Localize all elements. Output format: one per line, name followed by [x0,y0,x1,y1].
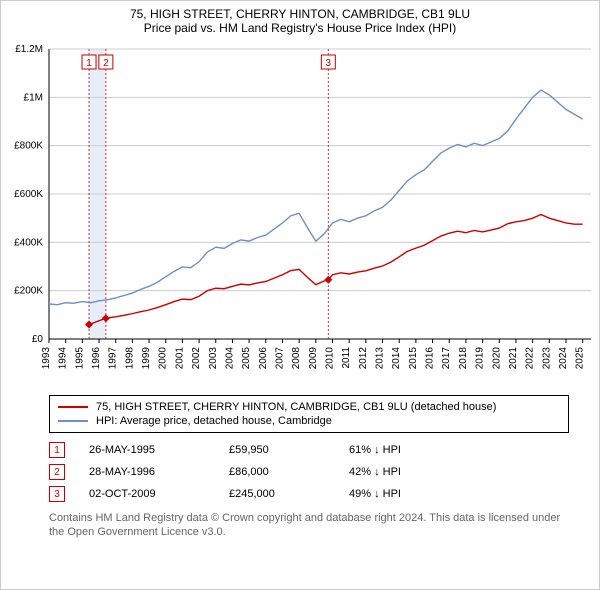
svg-text:2017: 2017 [441,347,452,370]
svg-text:2008: 2008 [291,347,302,370]
chart-subtitle: Price paid vs. HM Land Registry's House … [11,21,589,35]
svg-text:1999: 1999 [141,347,152,370]
svg-text:2016: 2016 [425,347,436,370]
svg-text:2009: 2009 [308,347,319,370]
sale-delta: 61% ↓ HPI [349,444,569,456]
svg-text:1997: 1997 [108,347,119,370]
sale-row: 2 28-MAY-1996£86,00042% ↓ HPI [49,461,569,483]
sale-row: 1 26-MAY-1995£59,95061% ↓ HPI [49,439,569,461]
svg-text:2006: 2006 [258,347,269,370]
svg-text:1: 1 [86,58,92,69]
svg-text:2025: 2025 [575,347,586,370]
svg-text:2024: 2024 [558,347,569,370]
svg-text:£400K: £400K [14,237,43,248]
svg-text:2013: 2013 [375,347,386,370]
sale-date: 26-MAY-1995 [89,444,229,456]
svg-text:1996: 1996 [91,347,102,370]
svg-text:2023: 2023 [541,347,552,370]
legend-item: 75, HIGH STREET, CHERRY HINTON, CAMBRIDG… [58,400,560,414]
svg-text:2007: 2007 [274,347,285,370]
svg-text:3: 3 [326,58,332,69]
svg-text:£0: £0 [32,334,44,345]
svg-text:2010: 2010 [325,347,336,370]
svg-text:£200K: £200K [14,286,43,297]
svg-text:2005: 2005 [241,347,252,370]
sale-price: £245,000 [229,488,349,500]
legend-swatch [58,406,88,408]
attribution-text: Contains HM Land Registry data © Crown c… [49,511,569,540]
svg-text:£1.2M: £1.2M [15,44,43,55]
svg-text:2015: 2015 [408,347,419,370]
svg-text:2012: 2012 [358,347,369,370]
svg-text:£1M: £1M [24,92,43,103]
sales-list: 1 26-MAY-1995£59,95061% ↓ HPI 2 28-MAY-1996… [49,439,569,505]
svg-text:2014: 2014 [391,347,402,370]
svg-text:2003: 2003 [208,347,219,370]
sale-date: 02-OCT-2009 [89,488,229,500]
legend-swatch [58,420,88,422]
svg-text:£800K: £800K [14,141,43,152]
svg-text:2018: 2018 [458,347,469,370]
svg-text:2001: 2001 [174,347,185,370]
svg-text:£600K: £600K [14,189,43,200]
sale-price: £86,000 [229,466,349,478]
legend-label: HPI: Average price, detached house, Camb… [96,415,332,427]
legend-label: 75, HIGH STREET, CHERRY HINTON, CAMBRIDG… [96,401,496,413]
sale-price: £59,950 [229,444,349,456]
svg-text:2000: 2000 [158,347,169,370]
svg-text:2020: 2020 [491,347,502,370]
svg-text:2004: 2004 [224,347,235,370]
price-chart: £0 £200K £400K £600K £800K £1M £1.2M 1993 1994 19… [1,39,600,389]
svg-text:2022: 2022 [525,347,536,370]
svg-text:2: 2 [103,58,109,69]
chart-title: 75, HIGH STREET, CHERRY HINTON, CAMBRIDG… [11,7,589,21]
sale-date: 28-MAY-1996 [89,466,229,478]
sale-delta: 42% ↓ HPI [349,466,569,478]
sale-row: 3 02-OCT-2009£245,00049% ↓ HPI [49,483,569,505]
svg-text:1993: 1993 [41,347,52,370]
svg-text:1998: 1998 [124,347,135,370]
svg-text:2021: 2021 [508,347,519,370]
chart-svg: £0 £200K £400K £600K £800K £1M £1.2M 1993 1994 19… [1,39,600,389]
svg-text:2011: 2011 [341,347,352,369]
svg-text:2019: 2019 [475,347,486,370]
legend: 75, HIGH STREET, CHERRY HINTON, CAMBRIDG… [49,395,569,433]
svg-text:1995: 1995 [74,347,85,370]
sale-delta: 49% ↓ HPI [349,488,569,500]
svg-text:2002: 2002 [191,347,202,370]
sale-marker-icon: 3 [49,486,65,502]
sale-marker-icon: 1 [49,442,65,458]
legend-item: HPI: Average price, detached house, Camb… [58,414,560,428]
sale-marker-icon: 2 [49,464,65,480]
svg-text:1994: 1994 [58,347,69,370]
